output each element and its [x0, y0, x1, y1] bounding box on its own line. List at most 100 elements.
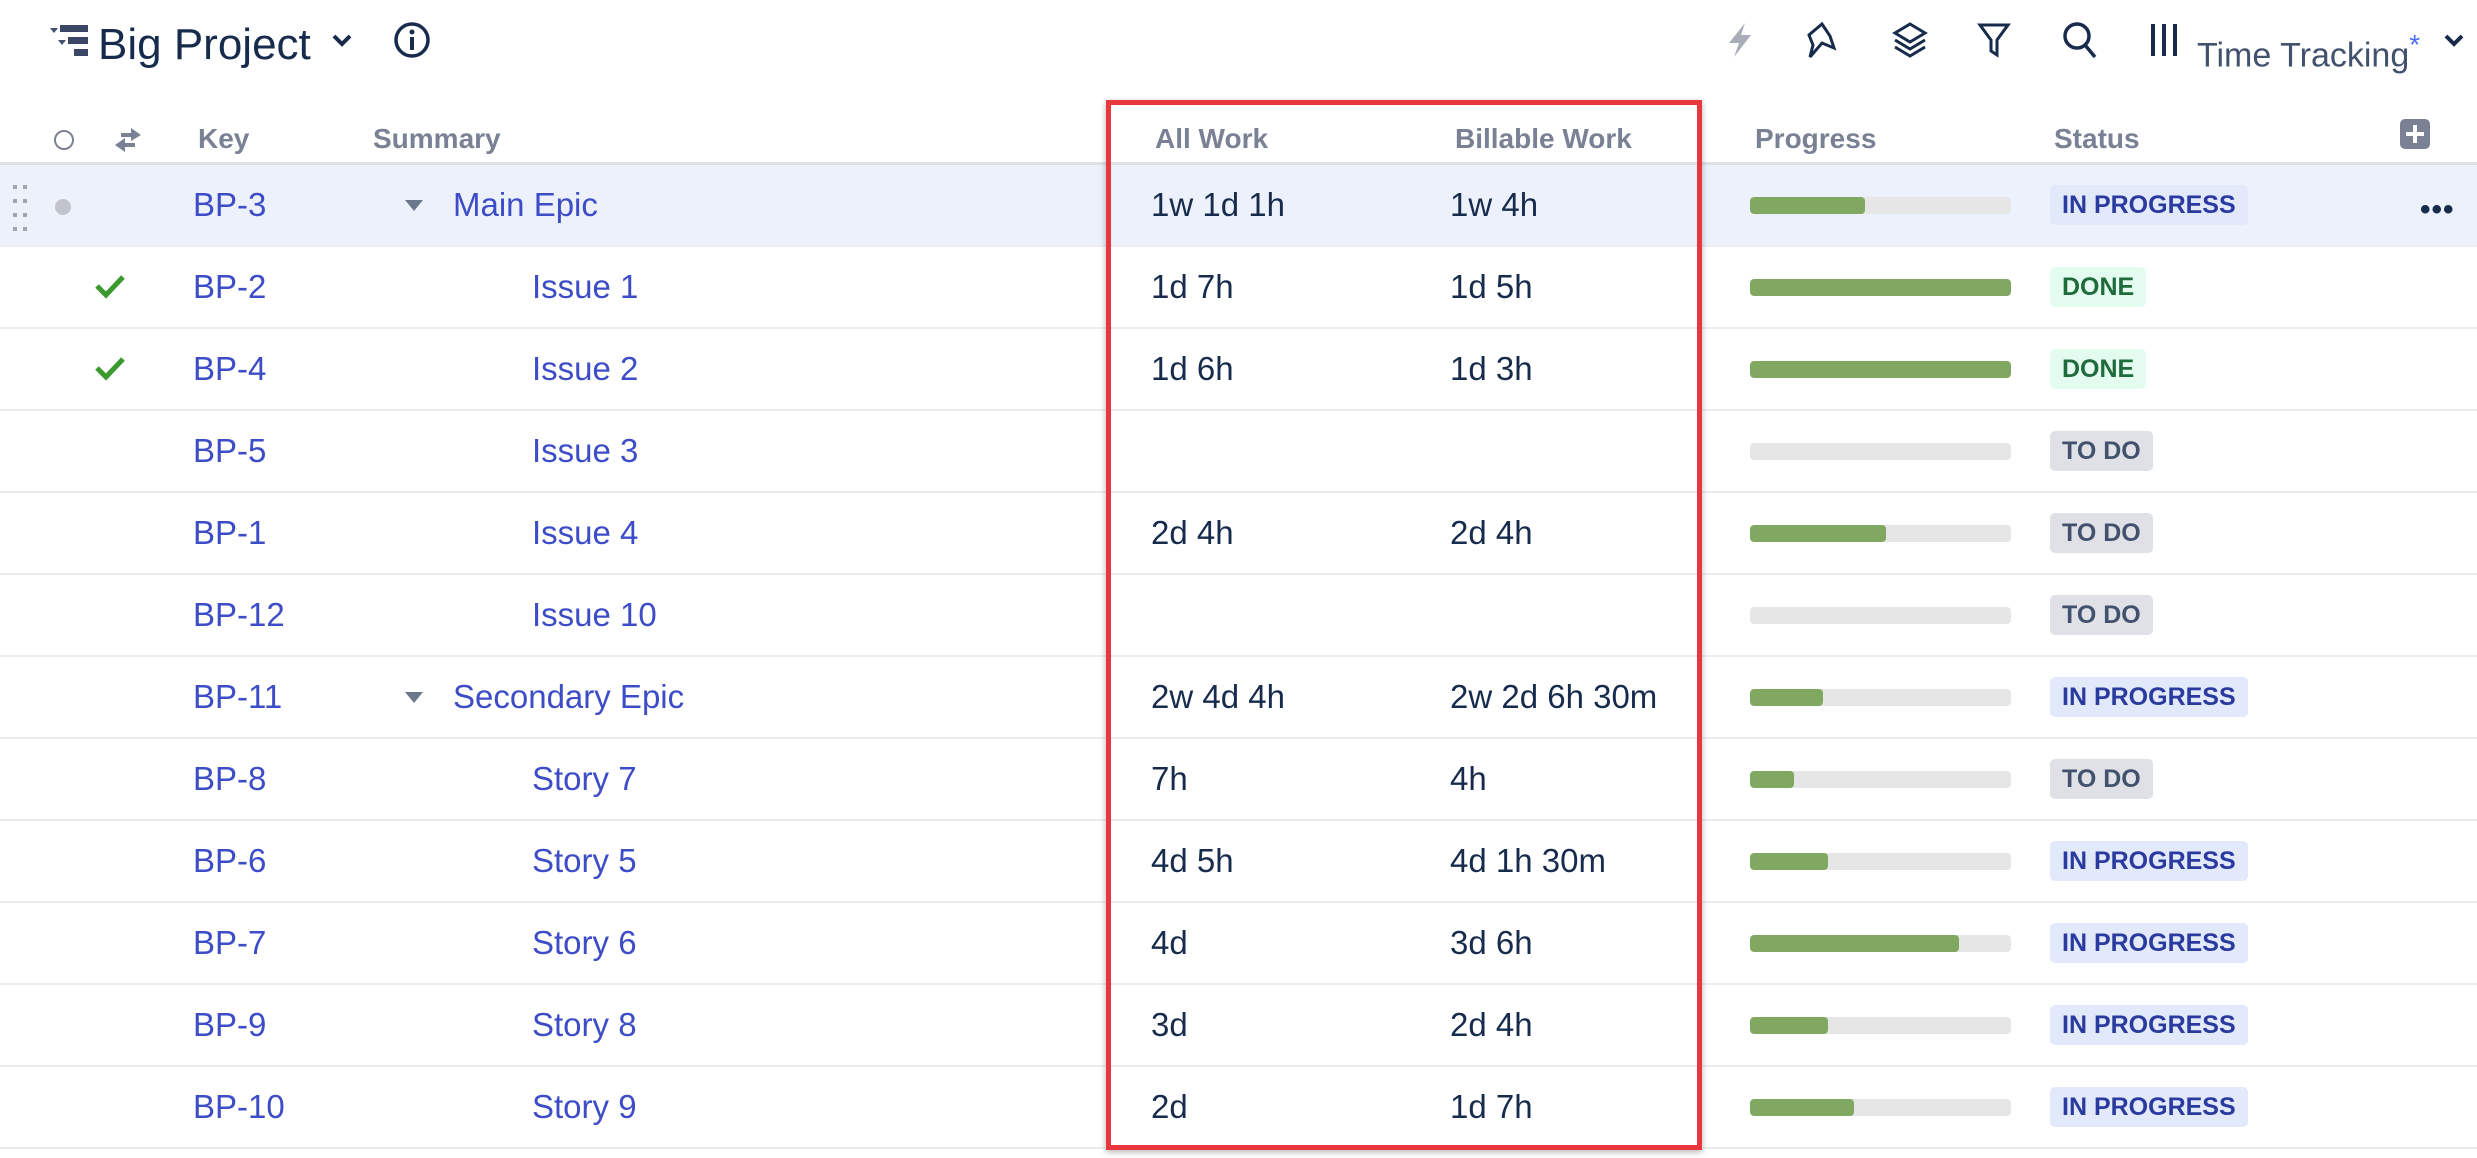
filter-icon[interactable]	[1972, 18, 2016, 62]
more-actions-icon[interactable]: •••	[2420, 193, 2455, 226]
issue-key-link[interactable]: BP-8	[193, 760, 267, 797]
issue-summary-link[interactable]: Story 8	[532, 1006, 637, 1043]
column-header-billable-work[interactable]: Billable Work	[1455, 123, 1632, 154]
structure-icon	[48, 18, 92, 62]
checkmark-icon	[94, 273, 126, 304]
drag-handle[interactable]	[12, 183, 28, 236]
checkmark-icon	[94, 355, 126, 386]
column-header-summary[interactable]: Summary	[373, 123, 501, 154]
table-row[interactable]: BP-9 Story 8 3d 2d 4h IN PROGRESS	[0, 985, 2477, 1067]
table-row[interactable]: BP-2 Issue 1 1d 7h 1d 5h DONE	[0, 247, 2477, 329]
automation-icon[interactable]	[1718, 18, 1762, 62]
all-work-value: 4d 5h	[1151, 842, 1234, 879]
issue-summary-link[interactable]: Main Epic	[453, 186, 598, 223]
issue-key-link[interactable]: BP-1	[193, 514, 267, 551]
issue-summary-link[interactable]: Issue 2	[532, 350, 639, 387]
status-badge[interactable]: TO DO	[2050, 595, 2153, 635]
expand-triangle-icon[interactable]	[404, 691, 424, 710]
progress-fill	[1750, 361, 2011, 378]
status-badge[interactable]: DONE	[2050, 349, 2147, 389]
table-row[interactable]: BP-10 Story 9 2d 1d 7h IN PROGRESS	[0, 1067, 2477, 1149]
search-icon[interactable]	[2058, 18, 2102, 62]
table-row[interactable]: BP-7 Story 6 4d 3d 6h IN PROGRESS	[0, 903, 2477, 985]
all-work-value: 3d	[1151, 1006, 1188, 1043]
column-header-status[interactable]: Status	[2054, 123, 2140, 154]
table-row[interactable]: ••• BP-3 Main Epic 1w 1d 1h 1w 4h IN PROGRESS	[0, 165, 2477, 247]
issue-key-link[interactable]: BP-11	[193, 678, 283, 715]
issue-summary-link[interactable]: Issue 10	[532, 596, 657, 633]
status-badge[interactable]: TO DO	[2050, 431, 2153, 471]
progress-bar	[1750, 689, 2011, 706]
all-work-value: 1d 7h	[1151, 268, 1234, 305]
all-work-value: 2d	[1151, 1088, 1188, 1125]
issue-key-link[interactable]: BP-4	[193, 350, 267, 387]
table-row[interactable]: BP-5 Issue 3 TO DO	[0, 411, 2477, 493]
expand-triangle-icon[interactable]	[404, 199, 424, 218]
issue-key-link[interactable]: BP-3	[193, 186, 267, 223]
all-work-value: 2w 4d 4h	[1151, 678, 1285, 715]
billable-work-value: 2d 4h	[1450, 1006, 1533, 1043]
status-badge[interactable]: IN PROGRESS	[2050, 841, 2248, 881]
issue-summary-link[interactable]: Story 7	[532, 760, 637, 797]
progress-bar	[1750, 279, 2011, 296]
column-header-all-work[interactable]: All Work	[1155, 123, 1269, 154]
status-badge[interactable]: TO DO	[2050, 759, 2153, 799]
view-selector[interactable]: Time Tracking*	[2197, 10, 2420, 90]
issue-key-link[interactable]: BP-9	[193, 1006, 267, 1043]
layers-icon[interactable]	[1888, 18, 1932, 62]
status-badge[interactable]: IN PROGRESS	[2050, 677, 2248, 717]
plus-icon	[2406, 125, 2424, 143]
issue-summary-link[interactable]: Story 5	[532, 842, 637, 879]
chevron-down-icon[interactable]	[2432, 18, 2476, 62]
chevron-down-icon[interactable]	[320, 18, 364, 62]
status-badge[interactable]: IN PROGRESS	[2050, 185, 2248, 225]
issue-key-link[interactable]: BP-12	[193, 596, 285, 633]
progress-bar	[1750, 1099, 2011, 1116]
issue-key-link[interactable]: BP-6	[193, 842, 267, 879]
progress-fill	[1750, 689, 1824, 706]
table-row[interactable]: BP-4 Issue 2 1d 6h 1d 3h DONE	[0, 329, 2477, 411]
row-select-dot[interactable]	[55, 199, 71, 215]
issue-key-link[interactable]: BP-5	[193, 432, 267, 469]
progress-fill	[1750, 1017, 1829, 1034]
columns-icon[interactable]	[2142, 18, 2186, 62]
status-badge[interactable]: IN PROGRESS	[2050, 1087, 2248, 1127]
issue-summary-link[interactable]: Story 9	[532, 1088, 637, 1125]
billable-work-value: 4d 1h 30m	[1450, 842, 1606, 879]
add-column-button[interactable]	[2400, 119, 2430, 149]
progress-bar	[1750, 1017, 2011, 1034]
issue-key-link[interactable]: BP-7	[193, 924, 267, 961]
status-badge[interactable]: IN PROGRESS	[2050, 1005, 2248, 1045]
column-header-progress[interactable]: Progress	[1755, 123, 1877, 154]
billable-work-value: 1d 5h	[1450, 268, 1533, 305]
all-work-value: 1w 1d 1h	[1151, 186, 1285, 223]
status-badge[interactable]: DONE	[2050, 267, 2147, 307]
table-row[interactable]: BP-8 Story 7 7h 4h TO DO	[0, 739, 2477, 821]
progress-fill	[1750, 771, 1795, 788]
table-row[interactable]: BP-11 Secondary Epic 2w 4d 4h 2w 2d 6h 30m I…	[0, 657, 2477, 739]
issue-key-link[interactable]: BP-10	[193, 1088, 285, 1125]
column-header-key[interactable]: Key	[198, 123, 250, 154]
table-row[interactable]: BP-1 Issue 4 2d 4h 2d 4h TO DO	[0, 493, 2477, 575]
view-name: Time Tracking	[2197, 36, 2410, 75]
issue-summary-link[interactable]: Story 6	[532, 924, 637, 961]
structure-title[interactable]: Big Project	[98, 20, 311, 69]
status-badge[interactable]: TO DO	[2050, 513, 2153, 553]
progress-bar	[1750, 361, 2011, 378]
info-icon[interactable]	[390, 18, 434, 62]
progress-bar	[1750, 935, 2011, 952]
issue-key-link[interactable]: BP-2	[193, 268, 267, 305]
pin-icon[interactable]	[1800, 18, 1844, 62]
select-all-radio[interactable]	[54, 130, 74, 150]
progress-fill	[1750, 1099, 1855, 1116]
all-work-value: 2d 4h	[1151, 514, 1234, 551]
issue-summary-link[interactable]: Issue 3	[532, 432, 639, 469]
table-row[interactable]: BP-6 Story 5 4d 5h 4d 1h 30m IN PROGRESS	[0, 821, 2477, 903]
status-badge[interactable]: IN PROGRESS	[2050, 923, 2248, 963]
issue-summary-link[interactable]: Secondary Epic	[453, 678, 685, 715]
billable-work-value: 2w 2d 6h 30m	[1450, 678, 1658, 715]
table-row[interactable]: BP-12 Issue 10 TO DO	[0, 575, 2477, 657]
swap-icon[interactable]	[113, 125, 143, 160]
issue-summary-link[interactable]: Issue 4	[532, 514, 639, 551]
issue-summary-link[interactable]: Issue 1	[532, 268, 639, 305]
